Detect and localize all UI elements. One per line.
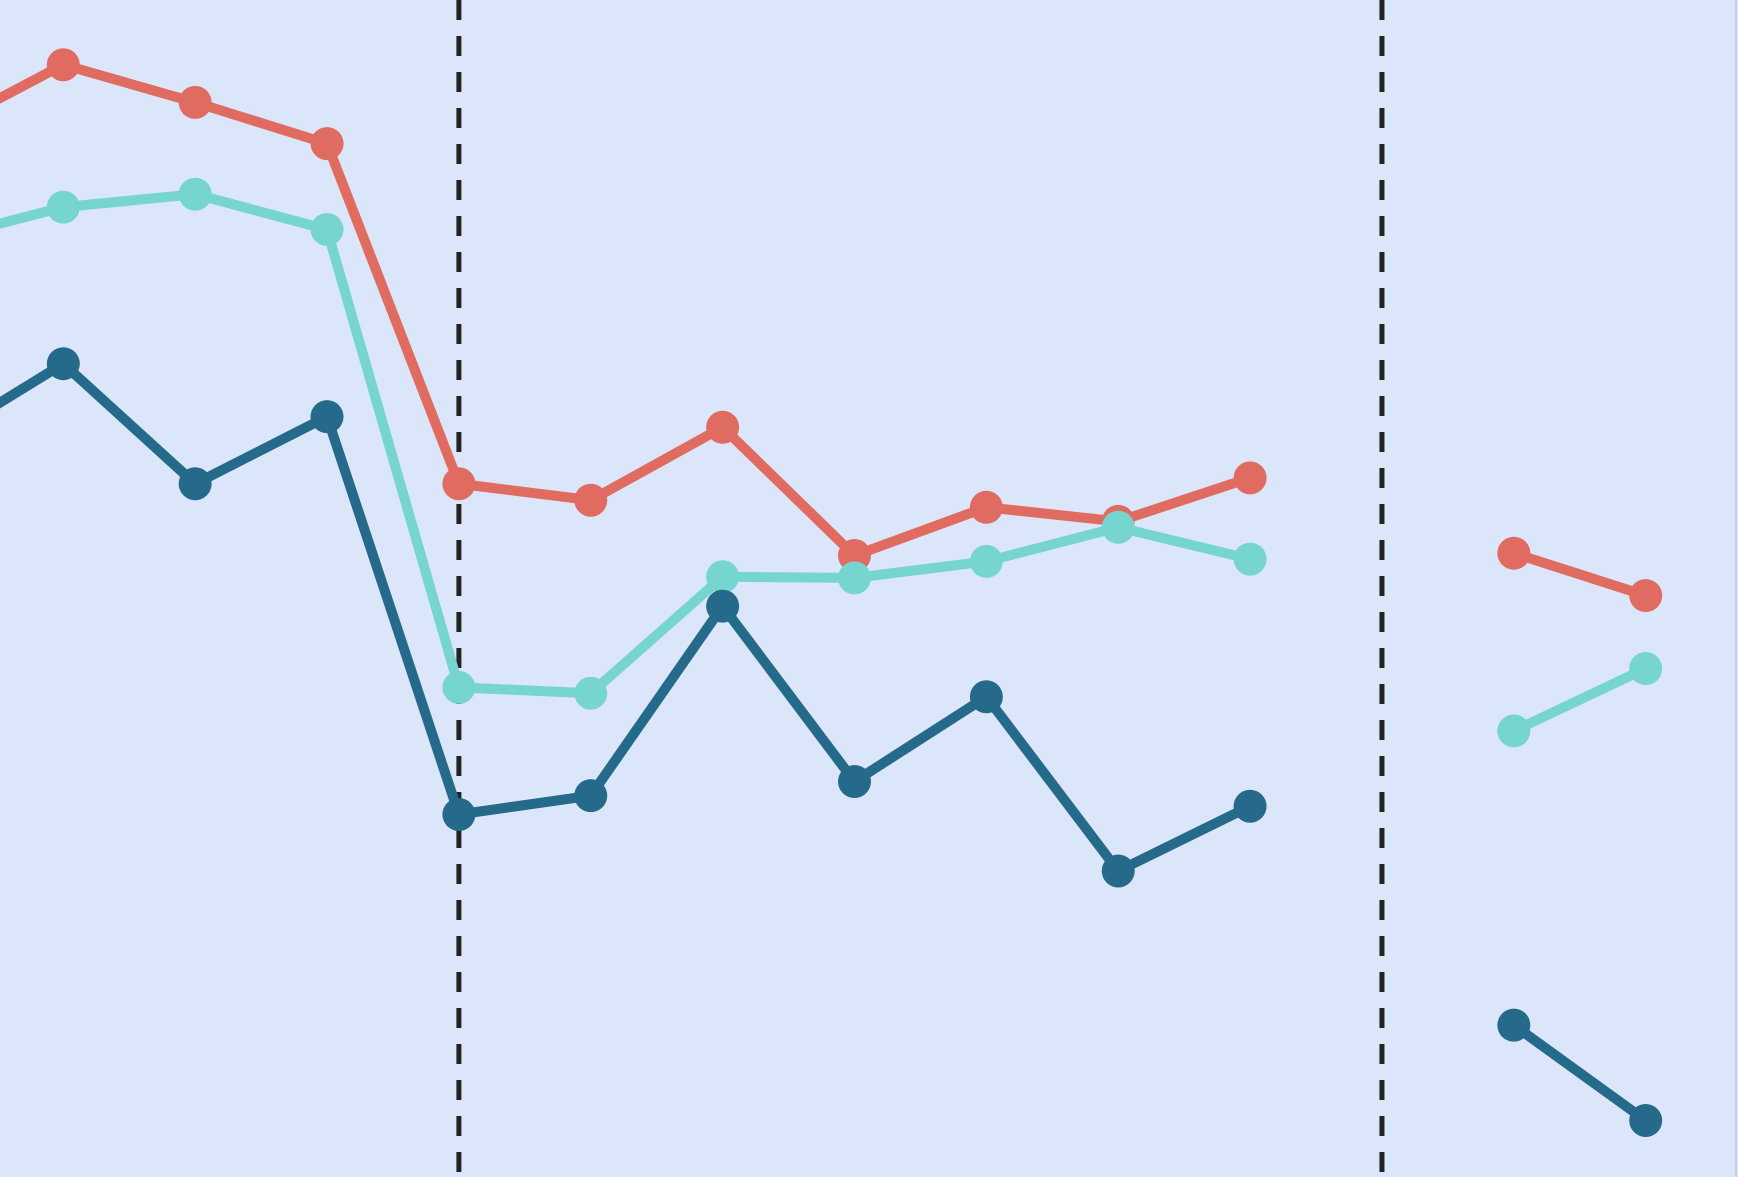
point-marker <box>1497 1008 1531 1042</box>
point-marker <box>1101 854 1135 888</box>
point-marker <box>46 190 80 224</box>
point-marker <box>969 490 1003 524</box>
point-marker <box>1233 461 1267 495</box>
point-marker <box>1101 510 1135 544</box>
point-marker <box>837 561 871 595</box>
point-marker <box>178 467 212 501</box>
point-marker <box>706 560 740 594</box>
point-marker <box>310 213 344 247</box>
point-marker <box>442 797 476 831</box>
point-marker <box>46 48 80 82</box>
point-marker <box>310 127 344 161</box>
point-marker <box>837 765 871 799</box>
point-marker <box>442 670 476 704</box>
point-marker <box>1233 542 1267 576</box>
point-marker <box>574 779 608 813</box>
point-marker <box>442 467 476 501</box>
point-marker <box>706 589 740 623</box>
point-marker <box>1497 536 1531 570</box>
point-marker <box>178 177 212 211</box>
point-marker <box>1629 1104 1663 1138</box>
point-marker <box>1629 652 1663 686</box>
point-marker <box>310 400 344 434</box>
point-marker <box>1497 714 1531 748</box>
point-marker <box>1629 579 1663 613</box>
point-marker <box>969 680 1003 714</box>
point-marker <box>574 483 608 517</box>
point-marker <box>706 410 740 444</box>
point-marker <box>969 544 1003 578</box>
point-marker <box>1233 789 1267 823</box>
point-marker <box>178 85 212 119</box>
point-marker <box>46 347 80 381</box>
point-marker <box>574 676 608 710</box>
